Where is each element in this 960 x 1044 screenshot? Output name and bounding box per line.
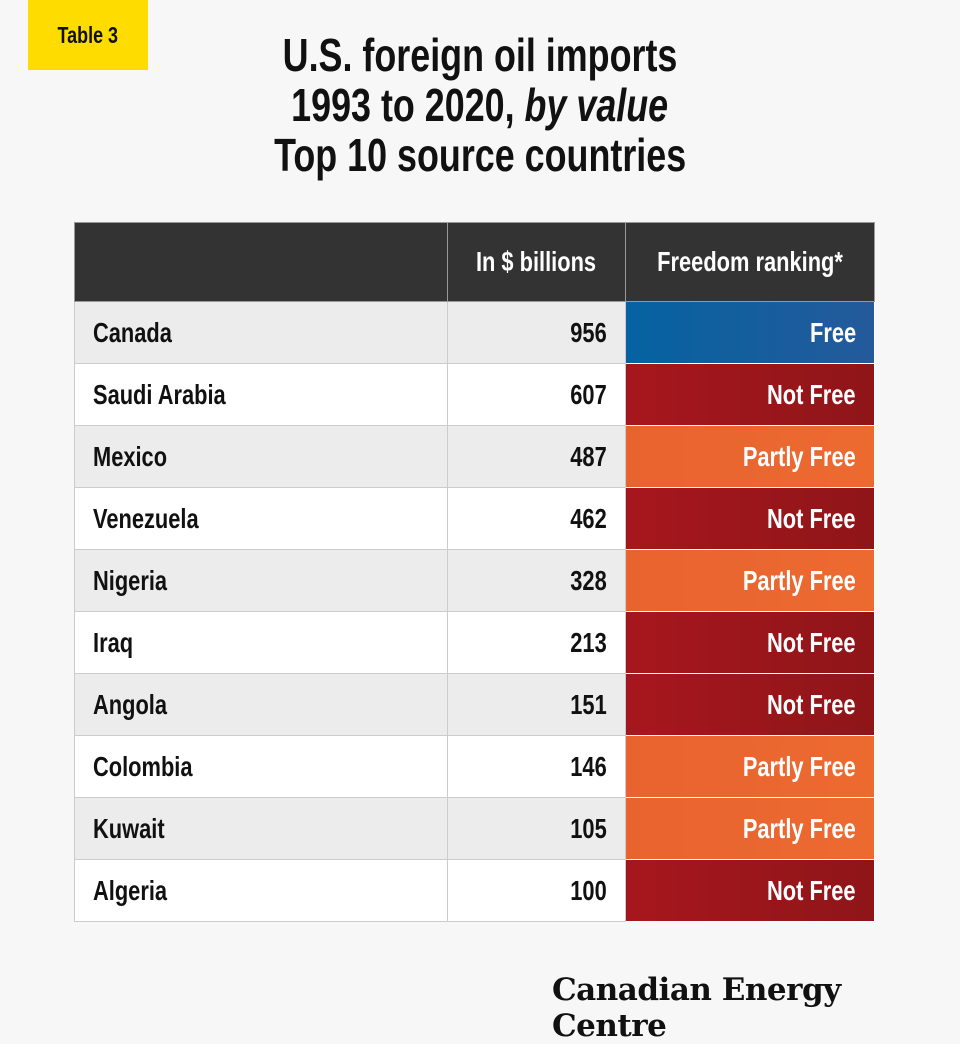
import-value: 146 (570, 750, 607, 782)
country-name: Colombia (93, 750, 193, 782)
country-cell: Saudi Arabia (74, 363, 448, 426)
oil-imports-table: In $ billions Freedom ranking* Canada 956… (74, 222, 875, 922)
page-title: U.S. foreign oil imports 1993 to 2020, b… (0, 30, 960, 180)
country-name: Venezuela (93, 502, 199, 534)
country-name: Nigeria (93, 564, 168, 596)
header-ranking: Freedom ranking* (625, 222, 875, 302)
import-value: 105 (570, 812, 607, 844)
freedom-ranking: Partly Free (743, 440, 856, 472)
value-cell: 100 (447, 859, 626, 922)
table-row: Canada 956 Free (74, 301, 875, 364)
import-value: 328 (570, 564, 607, 596)
value-cell: 956 (447, 301, 626, 364)
country-cell: Venezuela (74, 487, 448, 550)
value-cell: 151 (447, 673, 626, 736)
header-country (74, 222, 448, 302)
table-row: Kuwait 105 Partly Free (74, 797, 875, 860)
ranking-cell: Partly Free (625, 735, 875, 798)
country-name: Mexico (93, 440, 168, 472)
country-cell: Angola (74, 673, 448, 736)
title-line-2: 1993 to 2020, by value (292, 80, 669, 130)
country-name: Canada (93, 316, 172, 348)
freedom-ranking: Partly Free (743, 812, 856, 844)
table-row: Algeria 100 Not Free (74, 859, 875, 922)
import-value: 956 (570, 316, 607, 348)
freedom-ranking: Free (809, 316, 856, 348)
country-cell: Colombia (74, 735, 448, 798)
title-line-2-italic: by value (524, 79, 669, 131)
value-cell: 328 (447, 549, 626, 612)
country-name: Iraq (93, 626, 134, 658)
table-row: Nigeria 328 Partly Free (74, 549, 875, 612)
country-cell: Mexico (74, 425, 448, 488)
title-line-3: Top 10 source countries (273, 129, 687, 181)
import-value: 462 (570, 502, 607, 534)
country-cell: Nigeria (74, 549, 448, 612)
import-value: 607 (570, 378, 607, 410)
ranking-cell: Free (625, 301, 875, 364)
ranking-cell: Not Free (625, 611, 875, 674)
header-ranking-label: Freedom ranking* (657, 246, 843, 277)
freedom-ranking: Not Free (767, 688, 856, 720)
import-value: 213 (570, 626, 607, 658)
ranking-cell: Not Free (625, 859, 875, 922)
value-cell: 487 (447, 425, 626, 488)
table-row: Colombia 146 Partly Free (74, 735, 875, 798)
table-number-badge: Table 3 (28, 0, 148, 70)
freedom-ranking: Partly Free (743, 750, 856, 782)
country-cell: Kuwait (74, 797, 448, 860)
import-value: 487 (570, 440, 607, 472)
freedom-ranking: Not Free (767, 502, 856, 534)
badge-label: Table 3 (57, 21, 119, 48)
country-cell: Canada (74, 301, 448, 364)
title-line-2-plain: 1993 to 2020, (291, 79, 525, 131)
title-line-1: U.S. foreign oil imports (282, 29, 678, 81)
ranking-cell: Partly Free (625, 425, 875, 488)
freedom-ranking: Not Free (767, 626, 856, 658)
freedom-ranking: Partly Free (743, 564, 856, 596)
import-value: 100 (570, 874, 607, 906)
table-row: Mexico 487 Partly Free (74, 425, 875, 488)
ranking-cell: Partly Free (625, 797, 875, 860)
table-header-row: In $ billions Freedom ranking* (74, 222, 875, 302)
canadian-energy-centre-logo: Canadian Energy Centre (552, 972, 841, 1044)
country-cell: Algeria (74, 859, 448, 922)
value-cell: 213 (447, 611, 626, 674)
table-row: Saudi Arabia 607 Not Free (74, 363, 875, 426)
ranking-cell: Not Free (625, 487, 875, 550)
ranking-cell: Not Free (625, 673, 875, 736)
header-value: In $ billions (447, 222, 626, 302)
freedom-ranking: Not Free (767, 874, 856, 906)
value-cell: 146 (447, 735, 626, 798)
table-row: Iraq 213 Not Free (74, 611, 875, 674)
value-cell: 607 (447, 363, 626, 426)
freedom-ranking: Not Free (767, 378, 856, 410)
country-cell: Iraq (74, 611, 448, 674)
country-name: Kuwait (93, 812, 165, 844)
country-name: Algeria (93, 874, 168, 906)
import-value: 151 (570, 688, 607, 720)
country-name: Angola (93, 688, 168, 720)
header-value-label: In $ billions (476, 246, 597, 277)
ranking-cell: Partly Free (625, 549, 875, 612)
country-name: Saudi Arabia (93, 378, 226, 410)
ranking-cell: Not Free (625, 363, 875, 426)
value-cell: 462 (447, 487, 626, 550)
table-row: Angola 151 Not Free (74, 673, 875, 736)
table-row: Venezuela 462 Not Free (74, 487, 875, 550)
value-cell: 105 (447, 797, 626, 860)
